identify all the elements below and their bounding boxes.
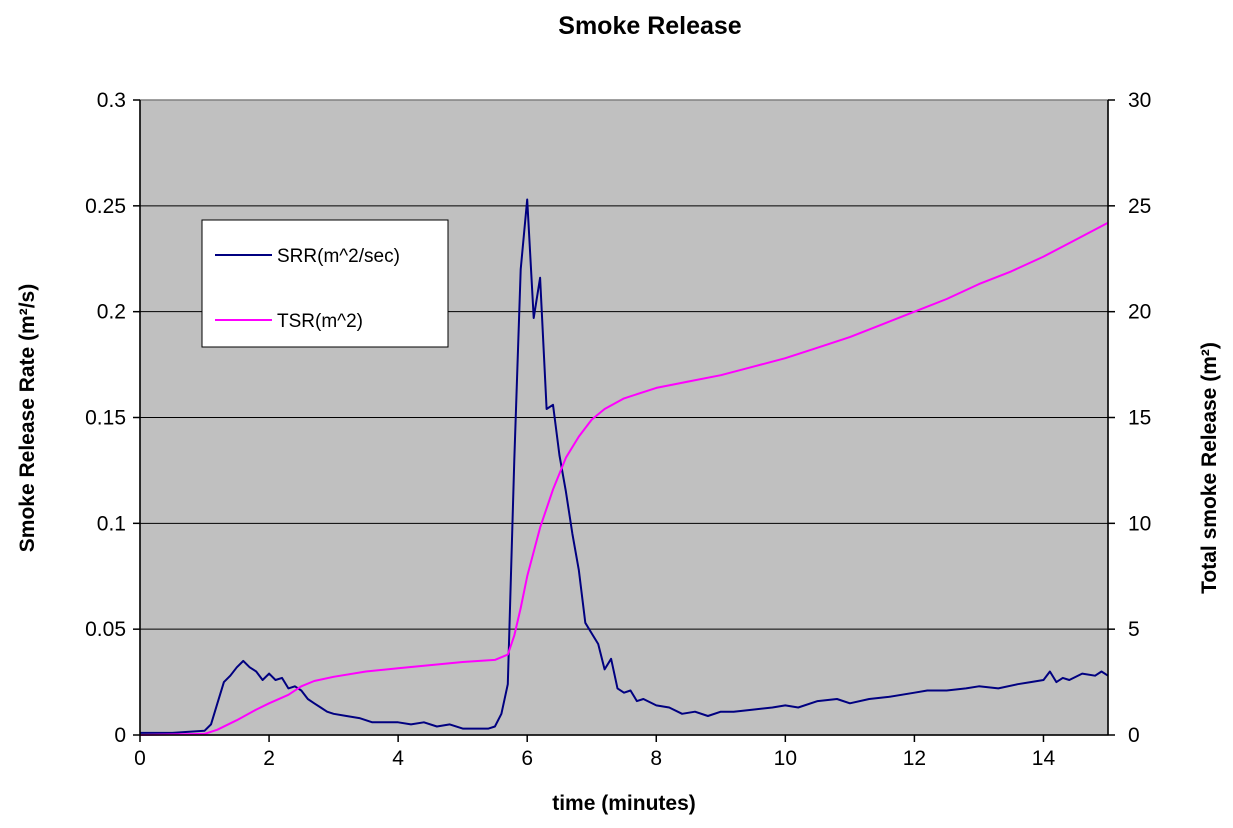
y-tick-label-4: 0.2 — [97, 301, 126, 324]
y-tick-label-3: 0.15 — [85, 407, 126, 430]
x-axis-title: time (minutes) — [552, 792, 696, 815]
x-tick-label-6: 12 — [903, 747, 926, 770]
y2-tick-label-5: 25 — [1128, 195, 1151, 218]
y-tick-label-6: 0.3 — [97, 89, 126, 112]
legend-box — [201, 219, 449, 348]
y2-tick-label-0: 0 — [1128, 724, 1140, 747]
y-tick-label-0: 0 — [114, 724, 126, 747]
x-tick-label-3: 6 — [521, 747, 533, 770]
y2-tick-label-2: 10 — [1128, 512, 1151, 535]
grid-lines — [140, 205, 1108, 630]
y-tick-label-2: 0.1 — [97, 512, 126, 535]
y2-axis-title: Total smoke Release (m²) — [1198, 342, 1221, 594]
x-tick-label-7: 14 — [1032, 747, 1056, 770]
series-line-srr — [140, 198, 1109, 734]
y2-tick-label-1: 5 — [1128, 618, 1140, 641]
y-tick-label-5: 0.25 — [85, 195, 126, 218]
x-tick-label-5: 10 — [774, 747, 797, 770]
y2-tick-label-3: 15 — [1128, 407, 1151, 430]
legend: SRR(m^2/sec) TSR(m^2) — [201, 219, 449, 348]
y2-tick-label-4: 20 — [1128, 301, 1151, 324]
series-lines — [139, 198, 1109, 736]
series-line-tsr — [139, 221, 1109, 736]
x-tick-label-2: 4 — [392, 747, 404, 770]
legend-label-tsr: TSR(m^2) — [277, 311, 363, 332]
x-tick-label-0: 0 — [134, 747, 146, 770]
axes — [133, 99, 1115, 742]
y-tick-label-1: 0.05 — [85, 618, 126, 641]
tick-labels: 0 2 4 6 8 10 12 14 0 0.05 0.1 0.15 0.2 0.25 0.3 0 5 10 15 2… — [85, 89, 1151, 770]
y2-tick-label-6: 30 — [1128, 89, 1151, 112]
x-tick-label-1: 2 — [263, 747, 275, 770]
x-tick-label-4: 8 — [650, 747, 662, 770]
legend-label-srr: SRR(m^2/sec) — [277, 246, 400, 267]
y-axis-title: Smoke Release Rate (m²/s) — [16, 284, 39, 552]
chart-title: Smoke Release — [558, 12, 742, 40]
